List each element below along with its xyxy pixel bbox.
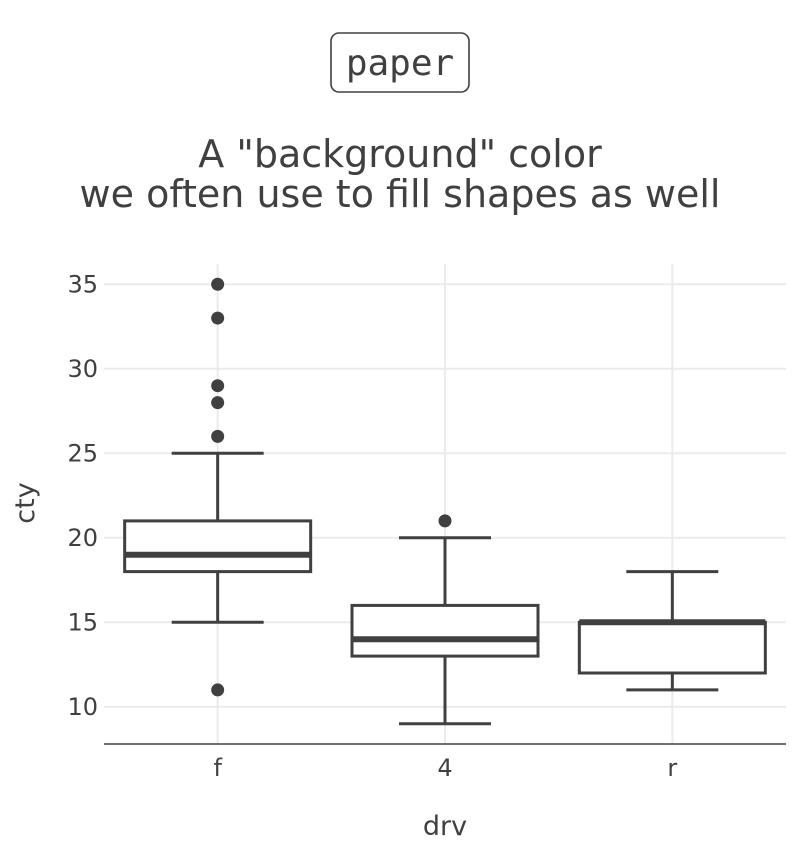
outlier-point [211,379,225,393]
x-tick-labels: f 4 r [213,754,677,782]
x-tick-label: r [667,754,677,782]
chart-title-line-1: A "background" color [198,132,602,176]
y-tick-labels: 10 15 20 25 30 35 [67,270,98,721]
x-tick-label: f [213,754,222,782]
y-axis-title: cty [10,482,41,523]
outlier-point [211,396,225,410]
paper-badge-frame [330,32,470,93]
y-tick-label: 25 [67,439,98,467]
outlier-point [211,683,225,697]
chart-title-line-2: we often use to fill shapes as well [80,172,721,216]
y-tick-label: 10 [67,693,98,721]
x-axis-title: drv [423,811,467,842]
outlier-point [438,514,452,528]
paper-badge-label: paper [346,43,454,84]
y-tick-label: 30 [67,355,98,383]
box-body [577,620,767,675]
outlier-point [211,429,225,443]
y-tick-label: 20 [67,524,98,552]
y-tick-label: 15 [67,608,98,636]
x-tick-label: 4 [437,754,452,782]
outlier-point [211,277,225,291]
outlier-point [211,311,225,325]
box-body [350,603,540,658]
box-body [123,519,313,574]
box-marks [123,277,767,726]
y-tick-label: 35 [67,270,98,298]
